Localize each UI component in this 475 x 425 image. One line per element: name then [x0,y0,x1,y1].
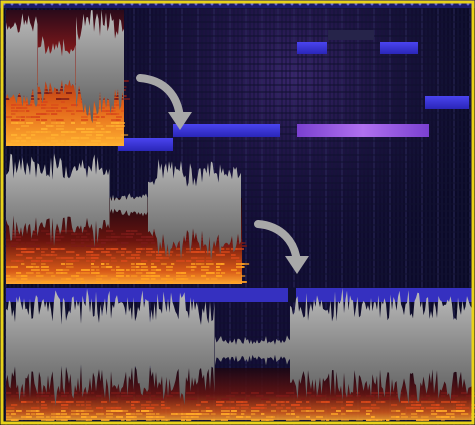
curved-arrow-icon [254,220,309,274]
lane-bottom[interactable] [6,287,475,421]
waveform-segment [6,9,124,124]
waveform-segment [6,153,241,261]
curved-arrow-icon [136,74,192,130]
lane-middle[interactable] [6,153,250,284]
note-bar[interactable] [118,138,173,151]
note-bar[interactable] [380,42,418,54]
note-bar[interactable] [328,30,374,40]
note-bar[interactable] [425,96,469,109]
note-bar[interactable] [297,42,327,54]
note-bar[interactable] [6,288,474,302]
waveform-segment [6,287,473,407]
note-gap [288,288,296,302]
note-bar[interactable] [297,124,429,137]
lane-top[interactable] [6,9,130,146]
spectrogram-bands [6,392,475,421]
note-bar[interactable] [173,124,280,137]
